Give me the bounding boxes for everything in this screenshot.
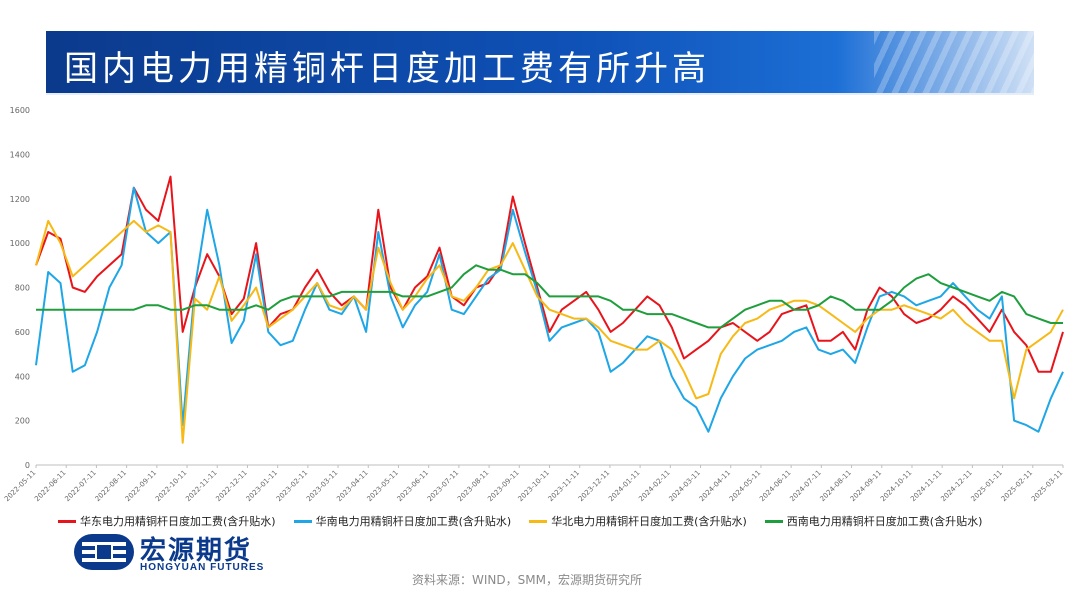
legend-label: 华南电力用精铜杆日度加工费(含升贴水) [315, 515, 512, 528]
x-tick-label: 2023-12-11 [577, 469, 611, 503]
x-tick-label: 2023-09-11 [486, 469, 520, 503]
legend-item-3: 华北电力用精铜杆日度加工费(含升贴水) [529, 513, 747, 529]
x-tick-label: 2025-03-11 [1030, 469, 1064, 503]
x-tick-label: 2022-06-11 [33, 469, 67, 503]
x-tick-label: 2022-08-11 [94, 469, 128, 503]
x-tick-label: 2024-11-11 [909, 469, 943, 503]
chart-legend: 华东电力用精铜杆日度加工费(含升贴水) 华南电力用精铜杆日度加工费(含升贴水) 华北… [58, 513, 1038, 529]
x-tick-label: 2022-05-11 [3, 469, 37, 503]
company-logo: 宏源期货 HONGYUAN FUTURES [74, 530, 314, 576]
x-tick-label: 2024-09-11 [849, 469, 883, 503]
series-line-4 [36, 264, 1063, 329]
x-tick-label: 2023-06-11 [396, 469, 430, 503]
y-tick-label: 1200 [10, 195, 30, 204]
page-title: 国内电力用精铜杆日度加工费有所升高 [64, 49, 710, 89]
x-tick-label: 2023-05-11 [365, 469, 399, 503]
x-tick-label: 2022-11-11 [184, 469, 218, 503]
x-tick-label: 2024-02-11 [637, 469, 671, 503]
chart-area: 0 200 400 600 800 1000 1200 1400 1600 2022-05-11 2… [0, 100, 1080, 530]
x-tick-label: 2022-10-11 [154, 469, 188, 503]
y-tick-label: 800 [15, 284, 30, 293]
x-tick-label: 2022-09-11 [124, 469, 158, 503]
series-line-3 [35, 219, 1064, 444]
x-tick-label: 2023-08-11 [456, 469, 490, 503]
x-tick-label: 2023-11-11 [547, 469, 581, 503]
legend-swatch [764, 519, 783, 523]
x-tick-label: 2024-03-11 [668, 469, 702, 503]
y-tick-label: 1400 [10, 150, 30, 159]
x-tick-label: 2023-01-11 [245, 469, 279, 503]
x-tick-label: 2024-08-11 [819, 469, 853, 503]
source-note: 资料来源：WIND，SMM，宏源期货研究所 [412, 573, 642, 587]
y-tick-label: 1600 [10, 106, 30, 115]
x-tick-label: 2022-12-11 [214, 469, 248, 503]
legend-item-1: 华东电力用精铜杆日度加工费(含升贴水) [58, 513, 276, 529]
legend-swatch [293, 519, 312, 523]
logo-name-en: HONGYUAN FUTURES [140, 562, 265, 573]
x-tick-label: 2023-02-11 [275, 469, 309, 503]
y-tick-label: 0 [25, 461, 30, 470]
x-tick-label: 2024-05-11 [728, 469, 762, 503]
x-tick-label: 2023-07-11 [426, 469, 460, 503]
x-tick-label: 2023-10-11 [516, 469, 550, 503]
legend-swatch [58, 519, 76, 523]
y-tick-label: 1000 [10, 239, 30, 248]
y-tick-label: 200 [15, 417, 30, 426]
y-tick-label: 600 [15, 328, 30, 337]
x-tick-label: 2023-04-11 [335, 469, 369, 503]
legend-item-4: 西南电力用精铜杆日度加工费(含升贴水) [764, 513, 983, 529]
logo-name-cn: 宏源期货 [140, 536, 253, 566]
legend-label: 华北电力用精铜杆日度加工费(含升贴水) [551, 515, 747, 528]
x-tick-label: 2025-02-11 [1000, 469, 1034, 503]
line-chart: 020040060080010001200140016002022-05-112… [3, 106, 1064, 503]
y-tick-label: 400 [15, 372, 30, 381]
series-line-1 [35, 175, 1064, 373]
legend-item-2: 华南电力用精铜杆日度加工费(含升贴水) [293, 513, 512, 529]
x-tick-label: 2022-07-11 [63, 469, 97, 503]
legend-label: 华东电力用精铜杆日度加工费(含升贴水) [80, 515, 276, 528]
x-tick-label: 2025-01-11 [970, 469, 1004, 503]
legend-label: 西南电力用精铜杆日度加工费(含升贴水) [786, 515, 983, 528]
title-decoration [874, 31, 1034, 93]
legend-swatch [529, 519, 548, 523]
x-tick-label: 2024-06-11 [758, 469, 792, 503]
series-line-2 [35, 186, 1064, 433]
x-tick-label: 2024-01-11 [607, 469, 641, 503]
x-tick-label: 2024-12-11 [939, 469, 973, 503]
x-tick-label: 2024-10-11 [879, 469, 913, 503]
title-bar: 国内电力用精铜杆日度加工费有所升高 [46, 31, 1034, 93]
x-tick-label: 2024-07-11 [788, 469, 822, 503]
logo-mark-icon [74, 534, 134, 570]
x-tick-label: 2024-04-11 [698, 469, 732, 503]
x-tick-label: 2023-03-11 [305, 469, 339, 503]
